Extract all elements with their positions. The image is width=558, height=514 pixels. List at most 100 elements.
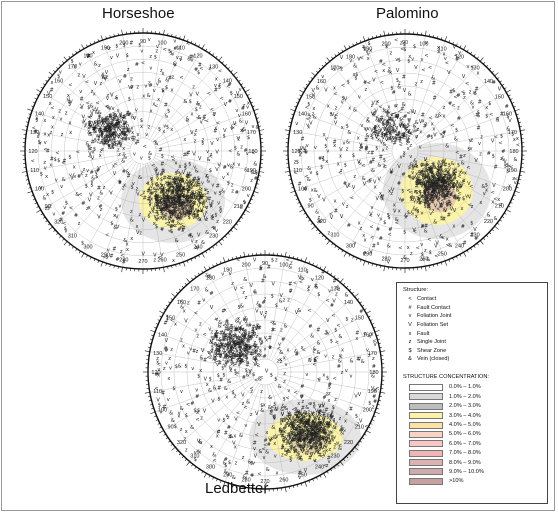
structure-point: # (214, 88, 218, 94)
structure-point: $ (424, 166, 427, 172)
structure-point: v (149, 203, 152, 209)
azimuth-label: 140 (223, 78, 232, 84)
structure-point: V (334, 120, 338, 126)
structure-point: # (268, 335, 272, 341)
structure-point: V (173, 180, 177, 186)
structure-point: & (347, 130, 351, 136)
structure-point: < (163, 186, 167, 192)
structure-point: < (176, 184, 180, 190)
structure-point: # (241, 106, 245, 112)
structure-point: v (192, 53, 195, 59)
structure-point: < (105, 139, 109, 145)
structure-point: & (231, 124, 235, 130)
structure-point: v (309, 170, 312, 176)
structure-point: V (67, 98, 71, 104)
structure-point: v (162, 89, 165, 95)
structure-point: z (118, 152, 121, 158)
azimuth-label: 110 (298, 268, 307, 274)
structure-point: x (205, 209, 208, 215)
structure-point: $ (217, 373, 220, 379)
structure-point: z (283, 379, 286, 385)
structure-point: & (104, 136, 108, 142)
structure-point: < (87, 115, 91, 121)
structure-point: < (428, 65, 432, 71)
structure-point: z (50, 130, 53, 136)
structure-point: V (88, 197, 92, 203)
structure-point: $ (110, 221, 113, 227)
structure-point: # (178, 194, 182, 200)
structure-point: # (376, 227, 380, 233)
structure-point: V (257, 422, 261, 428)
structure-point: & (162, 196, 166, 202)
structure-point: # (209, 291, 213, 297)
legend-color-swatch (409, 412, 443, 420)
structure-point: v (106, 135, 109, 141)
structure-point: V (151, 208, 155, 214)
structure-point: # (300, 394, 304, 400)
structure-point: V (160, 252, 164, 258)
structure-point: # (173, 46, 177, 52)
structure-point: & (194, 183, 198, 189)
legend-symbol: # (403, 305, 417, 311)
structure-point: V (201, 348, 205, 354)
structure-point: V (153, 252, 157, 258)
structure-point: V (194, 214, 198, 220)
structure-point: x (152, 102, 155, 108)
structure-point: v (156, 171, 159, 177)
structure-point: $ (115, 43, 118, 49)
structure-point: < (180, 198, 184, 204)
structure-point: v (239, 87, 242, 93)
structure-point: & (160, 202, 164, 208)
structure-point: # (91, 139, 95, 145)
structure-point: & (353, 63, 357, 69)
structure-point: $ (452, 88, 455, 94)
structure-point: V (434, 244, 438, 250)
structure-point: V (115, 129, 119, 135)
legend-symbol: z (403, 339, 417, 345)
structure-point: < (79, 106, 83, 112)
structure-point: $ (114, 123, 117, 129)
structure-point: V (197, 438, 201, 444)
structure-point: x (174, 197, 177, 203)
structure-point: V (234, 287, 238, 293)
structure-point: V (218, 162, 222, 168)
structure-point: V (197, 233, 201, 239)
structure-point: v (189, 203, 192, 209)
legend-concentration-row: >10% (403, 477, 541, 486)
structure-point: V (174, 211, 178, 217)
azimuth-label: 260 (279, 477, 288, 483)
structure-point: v (118, 204, 121, 210)
structure-point: x (172, 223, 175, 229)
legend-symbol: V (403, 322, 417, 328)
structure-point: z (195, 239, 198, 245)
structure-point: x (102, 120, 105, 126)
structure-point: $ (189, 99, 192, 105)
structure-point: z (149, 54, 152, 60)
structure-point: x (44, 132, 47, 138)
structure-point: x (88, 123, 91, 129)
structure-point: v (472, 104, 475, 110)
azimuth-label: 190 (101, 46, 110, 52)
title-horseshoe: Horseshoe (102, 5, 175, 22)
legend-symbol: x (403, 331, 417, 337)
structure-point: $ (275, 303, 278, 309)
structure-point: V (73, 64, 77, 70)
structure-point: V (164, 198, 168, 204)
structure-point: # (96, 168, 100, 174)
structure-point: < (307, 308, 311, 314)
structure-point: & (195, 169, 199, 175)
structure-point: $ (95, 125, 98, 131)
structure-point: V (210, 305, 214, 311)
structure-point: $ (390, 85, 393, 91)
structure-point: $ (407, 210, 410, 216)
structure-point: $ (161, 154, 164, 160)
structure-point: x (188, 194, 191, 200)
structure-point: x (157, 215, 160, 221)
structure-point: # (129, 40, 133, 46)
concentration-contour (160, 194, 192, 220)
structure-point: z (199, 195, 202, 201)
structure-point: & (105, 116, 109, 122)
structure-point: & (179, 178, 183, 184)
structure-point: & (246, 399, 250, 405)
structure-point: < (180, 201, 184, 207)
